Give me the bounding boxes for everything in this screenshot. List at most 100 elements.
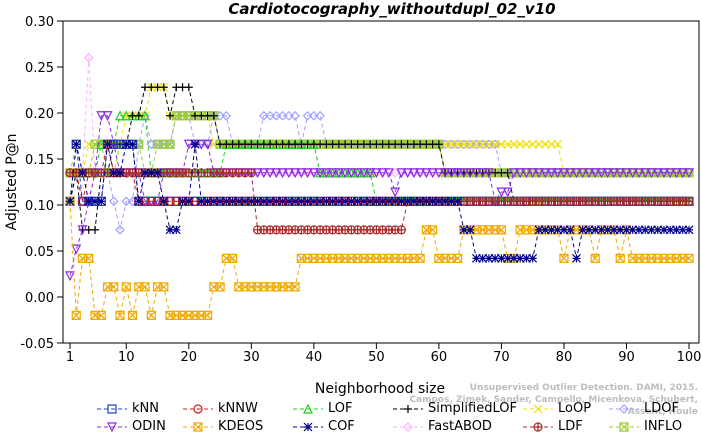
data-point <box>334 196 344 206</box>
data-point <box>209 196 219 206</box>
data-point <box>619 403 629 414</box>
data-point <box>183 139 194 150</box>
data-point <box>340 168 351 179</box>
data-point <box>484 139 494 149</box>
data-point <box>619 421 629 432</box>
data-point <box>90 196 100 206</box>
data-point <box>115 224 125 235</box>
data-point <box>402 168 413 179</box>
series-COF <box>65 139 694 263</box>
data-point <box>647 225 656 235</box>
data-point <box>108 196 119 207</box>
data-point <box>490 139 500 149</box>
data-point <box>134 111 143 120</box>
data-point <box>84 196 94 206</box>
data-point <box>584 225 594 235</box>
data-point <box>471 253 481 263</box>
data-point <box>140 110 151 121</box>
data-point <box>353 196 363 206</box>
data-point <box>452 168 463 179</box>
data-point <box>115 110 125 121</box>
data-point <box>146 168 156 178</box>
data-point <box>396 196 406 206</box>
data-point <box>478 139 488 149</box>
data-point <box>640 225 650 235</box>
data-point <box>440 196 450 206</box>
data-point <box>597 225 606 235</box>
data-point <box>458 168 469 179</box>
data-point <box>159 83 168 92</box>
legend-swatch <box>609 403 639 414</box>
data-point <box>91 225 100 234</box>
data-point <box>465 139 475 149</box>
data-point <box>552 168 563 179</box>
data-point <box>634 225 644 235</box>
legend-item-COF: COF <box>292 418 355 435</box>
data-point <box>527 168 538 179</box>
data-point <box>684 253 694 263</box>
data-point <box>608 168 619 179</box>
data-point <box>278 196 288 206</box>
data-point <box>428 196 438 206</box>
data-point <box>509 139 519 149</box>
data-point <box>678 225 688 235</box>
x-tick-label: 90 <box>618 350 635 365</box>
data-point <box>440 168 451 179</box>
data-point <box>283 110 294 121</box>
legend-label: SimplifiedLOF <box>428 401 517 416</box>
data-point <box>265 196 275 206</box>
legend-swatch <box>393 421 423 432</box>
data-point <box>83 52 94 63</box>
data-point <box>121 139 131 149</box>
citation-line-2: Campos, Zimek, Sander, Campello, Micenko… <box>409 395 698 417</box>
data-point <box>496 139 506 149</box>
y-tick-label: 0.20 <box>25 107 54 122</box>
data-point <box>221 110 232 121</box>
data-point <box>459 225 469 235</box>
data-point <box>459 139 469 150</box>
data-point <box>553 139 563 149</box>
data-point <box>508 168 519 179</box>
data-point <box>221 196 231 206</box>
data-point <box>128 139 137 149</box>
legend-item-KDEOS: KDEOS <box>182 418 263 435</box>
legend-label: COF <box>328 419 355 434</box>
data-point <box>140 168 150 178</box>
data-point <box>404 404 412 413</box>
plot-series <box>65 52 694 320</box>
legend: kNN kNNW LOF SimplifiedLOF LoOP LDOF ODIN KDEOS… <box>96 400 696 434</box>
data-point <box>547 139 556 149</box>
data-point <box>146 310 156 320</box>
data-point <box>77 225 88 236</box>
data-point <box>427 168 438 179</box>
data-point <box>509 253 519 263</box>
data-point <box>528 253 538 263</box>
data-point <box>615 168 626 179</box>
legend-item-LDF: LDF <box>522 418 583 435</box>
data-point <box>627 168 638 179</box>
data-point <box>540 225 550 235</box>
legend-item-LoOP: LoOP <box>522 400 591 417</box>
data-point <box>107 421 117 432</box>
data-point <box>415 253 425 263</box>
legend-item-INFLO: INFLO <box>608 418 682 435</box>
data-point <box>246 196 256 206</box>
data-point <box>115 168 125 178</box>
data-point <box>515 139 525 149</box>
data-point <box>421 196 431 206</box>
legend-item-kNN: kNN <box>96 400 159 417</box>
data-point <box>478 253 488 263</box>
data-point <box>515 253 525 263</box>
data-point <box>328 196 338 206</box>
data-point <box>202 310 213 320</box>
legend-item-kNNW: kNNW <box>182 400 258 417</box>
x-tick-label: 80 <box>556 350 573 365</box>
legend-label: LoOP <box>558 401 592 416</box>
data-point <box>534 139 544 149</box>
series-line <box>70 86 689 174</box>
data-point <box>415 168 426 179</box>
data-point <box>640 168 651 179</box>
data-point <box>209 111 218 120</box>
data-point <box>646 168 657 179</box>
data-point <box>496 253 506 263</box>
